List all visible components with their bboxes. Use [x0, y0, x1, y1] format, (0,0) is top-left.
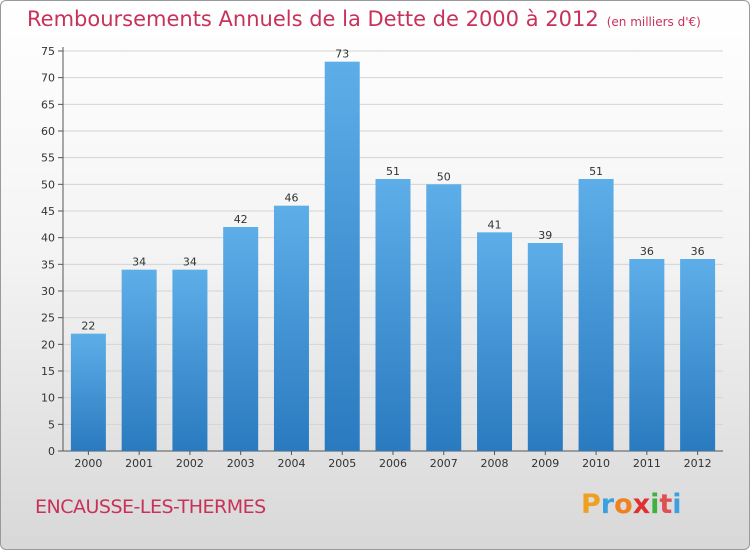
data-label: 51	[589, 165, 603, 178]
y-tick-label: 20	[41, 338, 55, 351]
x-tick-label: 2012	[684, 457, 712, 470]
x-tick-label: 2002	[176, 457, 204, 470]
y-tick-label: 40	[41, 232, 55, 245]
x-tick-label: 2011	[633, 457, 661, 470]
y-tick-label: 30	[41, 285, 55, 298]
y-tick-label: 75	[41, 45, 55, 58]
data-label: 34	[183, 256, 197, 269]
bar-2010	[578, 179, 614, 451]
bar-2004	[273, 205, 309, 451]
bars	[70, 61, 716, 452]
bar-2007	[426, 184, 462, 452]
y-tick-label: 50	[41, 178, 55, 191]
bar-2008	[477, 232, 513, 451]
x-tick-label: 2004	[277, 457, 305, 470]
data-label: 41	[488, 218, 502, 231]
data-label: 36	[640, 245, 654, 258]
data-label: 22	[81, 320, 95, 333]
x-tick-label: 2007	[430, 457, 458, 470]
y-tick-label: 5	[48, 418, 55, 431]
y-tick-label: 15	[41, 365, 55, 378]
x-tick-label: 2001	[125, 457, 153, 470]
x-tick-label: 2010	[582, 457, 610, 470]
x-tick-label: 2006	[379, 457, 407, 470]
y-tick-label: 70	[41, 72, 55, 85]
y-tick-label: 45	[41, 205, 55, 218]
y-tick-label: 35	[41, 258, 55, 271]
y-tick-label: 55	[41, 152, 55, 165]
bar-2011	[629, 259, 665, 451]
logo-letter: i	[672, 489, 682, 520]
data-label: 36	[691, 245, 705, 258]
bar-2009	[527, 243, 563, 451]
logo-letter: i	[650, 489, 660, 520]
y-tick-label: 60	[41, 125, 55, 138]
y-tick-label: 65	[41, 98, 55, 111]
bar-2005	[324, 61, 360, 452]
title-text: Remboursements Annuels de la Dette de 20…	[27, 7, 599, 31]
data-label: 42	[234, 213, 248, 226]
commune-name: ENCAUSSE-LES-THERMES	[35, 496, 266, 518]
bar-2001	[121, 269, 157, 451]
x-tick-label: 2000	[74, 457, 102, 470]
logo-letter: x	[632, 489, 651, 520]
bar-2002	[172, 269, 208, 451]
data-label: 34	[132, 256, 146, 269]
logo-letter: P	[581, 489, 601, 520]
logo-letter: o	[614, 489, 633, 520]
x-tick-label: 2005	[328, 457, 356, 470]
bar-2006	[375, 179, 411, 451]
data-label: 51	[386, 165, 400, 178]
data-label: 46	[284, 192, 298, 205]
data-label: 50	[437, 170, 451, 183]
y-tick-label: 25	[41, 312, 55, 325]
data-label: 39	[538, 229, 552, 242]
y-tick-label: 0	[48, 445, 55, 458]
chart-subtitle: (en milliers d'€)	[606, 15, 701, 29]
data-label: 73	[335, 48, 349, 61]
x-tick-label: 2003	[227, 457, 255, 470]
bar-2003	[223, 227, 259, 451]
chart-title: Remboursements Annuels de la Dette de 20…	[27, 7, 701, 31]
x-tick-label: 2008	[481, 457, 509, 470]
proxiti-logo[interactable]: Proxiti	[581, 489, 682, 520]
x-tick-label: 2009	[531, 457, 559, 470]
logo-letter: r	[600, 489, 615, 520]
bar-2000	[70, 333, 106, 451]
bar-2012	[680, 259, 716, 451]
logo-letter: t	[659, 489, 673, 520]
labels: 2000 22 2001 34 2002 34 2003 42 2004 46 2005 73 2006…	[74, 48, 711, 470]
y-tick-label: 10	[41, 392, 55, 405]
